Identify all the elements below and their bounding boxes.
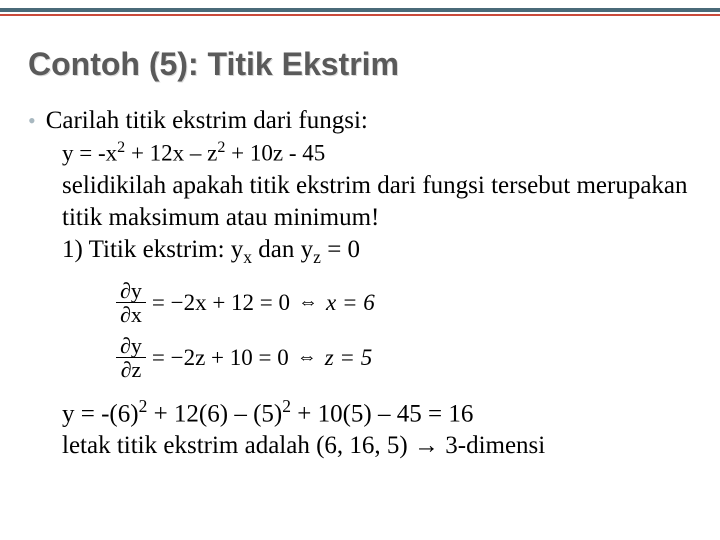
bullet-text: Carilah titik ekstrim dari fungsi: [46, 105, 368, 136]
bullet-marker: • [28, 110, 36, 132]
step-1-text: 1) Titik ekstrim: yx dan yz = 0 [62, 234, 702, 268]
accent-line [0, 14, 720, 16]
sub-content: y = -x2 + 12x – z2 + 10z - 45 selidikila… [28, 138, 702, 462]
derivatives-block: ∂y ∂x = −2x + 12 = 0 ⇔ x = 6 ∂y ∂z = −2z… [62, 269, 702, 395]
top-border-stripe [0, 8, 720, 12]
partial-dx: ∂y ∂x = −2x + 12 = 0 ⇔ x = 6 [116, 279, 702, 326]
slide-content: • Carilah titik ekstrim dari fungsi: y =… [0, 105, 720, 462]
result-equation: y = -(6)2 + 12(6) – (5)2 + 10(5) – 45 = … [62, 395, 702, 430]
function-equation: y = -x2 + 12x – z2 + 10z - 45 [62, 138, 702, 168]
instruction-text: selidikilah apakah titik ekstrim dari fu… [62, 170, 702, 234]
slide-title: Contoh (5): Titik Ekstrim [0, 34, 720, 105]
conclusion-text: letak titik ekstrim adalah (6, 16, 5) → … [62, 430, 702, 462]
bullet-item: • Carilah titik ekstrim dari fungsi: [28, 105, 702, 136]
partial-dz: ∂y ∂z = −2z + 10 = 0 ⇔ z = 5 [116, 334, 702, 381]
